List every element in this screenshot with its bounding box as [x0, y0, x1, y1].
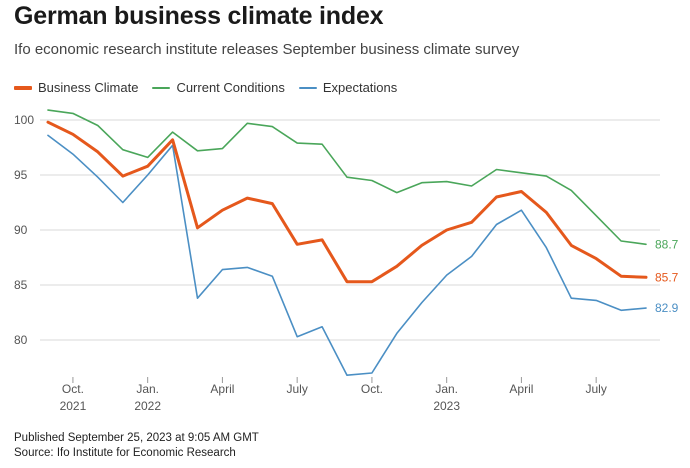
- y-tick-label-80: 80: [14, 333, 28, 347]
- y-tick-label-95: 95: [14, 168, 28, 182]
- y-tick-label-100: 100: [14, 113, 34, 127]
- chart-footer: Published September 25, 2023 at 9:05 AM …: [14, 431, 259, 461]
- legend-item-current-conditions: Current Conditions: [152, 80, 285, 95]
- x-tick-label-3: July: [286, 382, 307, 396]
- legend-swatch-current-conditions: [152, 86, 171, 89]
- legend-swatch-business-climate: [14, 85, 32, 90]
- line-chart: 80 85 90 95 100 Oct. 2021 Jan. 2022 April July Oct.…: [14, 109, 679, 413]
- legend-swatch-expectations: [298, 86, 317, 89]
- end-label-business-climate: 85.7: [655, 270, 679, 284]
- series-line-business-climate: [46, 120, 648, 284]
- legend-label-current-conditions: Current Conditions: [176, 80, 285, 95]
- end-label-current-conditions: 88.7: [655, 237, 679, 251]
- end-label-expectations: 82.9: [655, 301, 679, 315]
- chart-legend: Business Climate Current Conditions Expe…: [14, 80, 397, 95]
- legend-label-business-climate: Business Climate: [38, 80, 139, 95]
- x-tick-label-4: Oct.: [361, 382, 383, 396]
- x-tick-label-0: Oct.: [62, 382, 84, 396]
- x-tick-label-1: Jan.: [136, 382, 159, 396]
- source-note: Source: Ifo Institute for Economic Resea…: [14, 447, 236, 459]
- chart-subtitle: Ifo economic research institute releases…: [14, 41, 520, 58]
- published-note: Published September 25, 2023 at 9:05 AM …: [14, 432, 259, 444]
- x-tick-label-5: Jan.: [435, 382, 458, 396]
- x-tick-year-1: 2022: [134, 399, 161, 413]
- y-tick-label-85: 85: [14, 278, 28, 292]
- series-line-current-conditions: [47, 109, 647, 246]
- x-tick-year-5: 2023: [433, 399, 460, 413]
- x-tick-year-0: 2021: [60, 399, 87, 413]
- legend-item-business-climate: Business Climate: [14, 80, 138, 95]
- legend-label-expectations: Expectations: [322, 80, 398, 95]
- chart-title: German business climate index: [14, 2, 384, 30]
- x-tick-label-7: July: [585, 382, 606, 396]
- legend-item-expectations: Expectations: [298, 80, 398, 95]
- x-tick-label-6: April: [509, 382, 533, 396]
- y-tick-label-90: 90: [14, 223, 28, 237]
- x-tick-label-2: April: [210, 382, 234, 396]
- series-line-expectations: [47, 134, 647, 376]
